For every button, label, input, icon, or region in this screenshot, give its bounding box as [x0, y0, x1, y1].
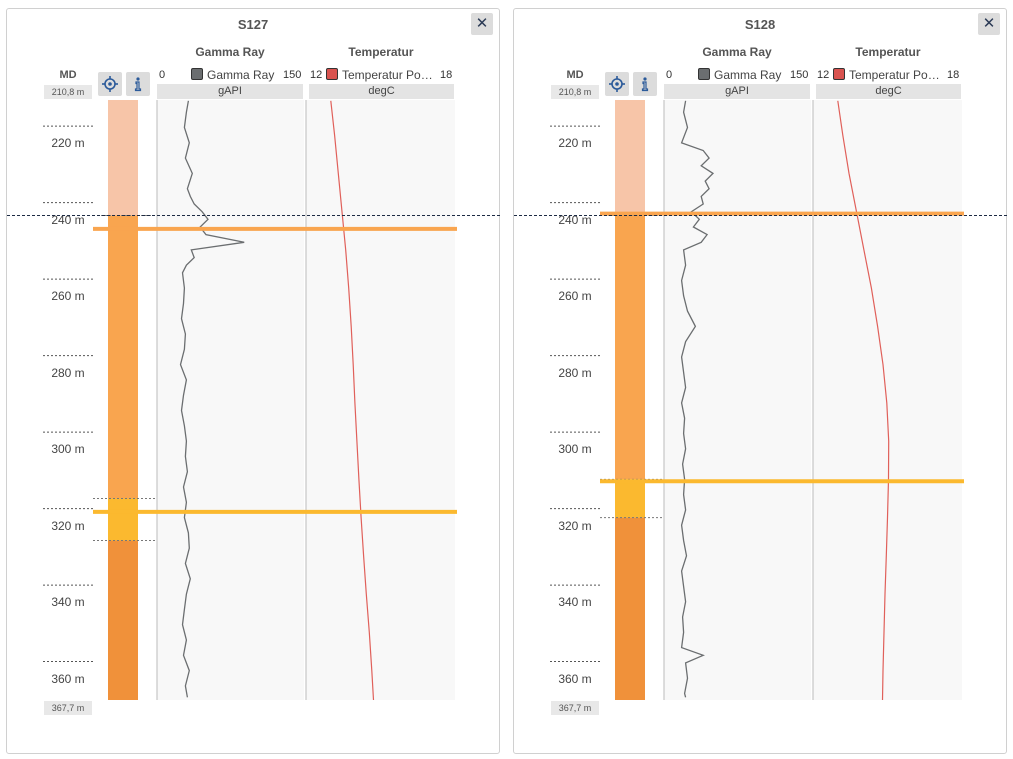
- panel-title: S127: [237, 17, 269, 32]
- gamma-unit: gAPI: [157, 84, 303, 99]
- info-icon: [641, 77, 649, 92]
- gamma-track-title: Gamma Ray: [195, 45, 265, 59]
- gamma-ray-curve: [179, 100, 245, 698]
- depth-tick-label: 320 m: [558, 519, 592, 533]
- temp-max: 18: [947, 69, 960, 81]
- close-button[interactable]: ✕: [471, 13, 493, 35]
- temp-min: 12: [817, 69, 830, 81]
- well-panel-s128: S128 ✕ MD 210,8 m 367,7 m Gamma Ray Temp…: [513, 8, 1008, 755]
- depth-tick-label: 340 m: [51, 595, 85, 609]
- md-bottom-value: 367,7 m: [551, 701, 599, 715]
- depth-tick-label: 300 m: [51, 442, 85, 456]
- info-icon: [134, 77, 142, 92]
- depth-tick-label: 260 m: [51, 289, 85, 303]
- md-bottom-value: 367,7 m: [44, 701, 92, 715]
- gamma-unit: gAPI: [664, 84, 810, 99]
- temp-unit: degC: [816, 84, 961, 99]
- locate-button[interactable]: [98, 72, 122, 96]
- depth-tick-label: 240 m: [51, 213, 85, 227]
- gamma-legend[interactable]: Gamma Ray: [191, 68, 281, 84]
- temp-swatch: [833, 68, 845, 80]
- gamma-max: 150: [790, 69, 809, 81]
- formation-zone: [108, 215, 138, 499]
- info-button[interactable]: [633, 72, 657, 96]
- gamma-min: 0: [159, 69, 166, 81]
- md-header: MD: [59, 69, 77, 81]
- gamma-swatch: [698, 68, 710, 80]
- md-top-value: 210,8 m: [551, 85, 599, 99]
- locate-button[interactable]: [605, 72, 629, 96]
- temp-track-title: Temperatur: [855, 45, 921, 59]
- temp-swatch: [326, 68, 338, 80]
- temperature-curve: [330, 100, 375, 701]
- formation-zone: [108, 540, 138, 700]
- well-log-plot[interactable]: [7, 9, 501, 755]
- depth-tick-label: 360 m: [51, 672, 85, 686]
- well-panel-s127: S127 ✕ MD 210,8 m 367,7 m Gamma Ray Temp…: [6, 8, 501, 755]
- info-button[interactable]: [126, 72, 150, 96]
- formation-zone: [108, 100, 138, 216]
- crosshair-icon: [609, 76, 625, 92]
- panel-title: S128: [744, 17, 776, 32]
- formation-zone: [615, 100, 645, 216]
- well-log-plot[interactable]: [514, 9, 1008, 755]
- formation-zone: [615, 215, 645, 480]
- depth-tick-label: 280 m: [51, 366, 85, 380]
- depth-tick-label: 260 m: [558, 289, 592, 303]
- temp-max: 18: [440, 69, 453, 81]
- temperature-curve: [837, 100, 890, 701]
- crosshair-icon: [102, 76, 118, 92]
- depth-tick-label: 340 m: [558, 595, 592, 609]
- temp-track-bg: [306, 100, 455, 700]
- depth-tick-label: 360 m: [558, 672, 592, 686]
- depth-tick-label: 220 m: [558, 136, 592, 150]
- temp-legend[interactable]: Temperatur Pos...: [326, 68, 436, 84]
- depth-tick-label: 300 m: [558, 442, 592, 456]
- gamma-min: 0: [666, 69, 673, 81]
- temp-track-title: Temperatur: [348, 45, 414, 59]
- gamma-track-bg: [157, 100, 304, 700]
- temp-min: 12: [310, 69, 323, 81]
- gamma-max: 150: [283, 69, 302, 81]
- close-button[interactable]: ✕: [978, 13, 1000, 35]
- depth-tick-label: 240 m: [558, 213, 592, 227]
- formation-zone: [108, 498, 138, 541]
- depth-tick-label: 220 m: [51, 136, 85, 150]
- temp-track-bg: [813, 100, 962, 700]
- md-header: MD: [566, 69, 584, 81]
- depth-tick-label: 320 m: [51, 519, 85, 533]
- temp-legend[interactable]: Temperatur Pos...: [833, 68, 943, 84]
- gamma-swatch: [191, 68, 203, 80]
- depth-tick-label: 280 m: [558, 366, 592, 380]
- md-top-value: 210,8 m: [44, 85, 92, 99]
- gamma-ray-curve: [680, 100, 715, 698]
- gamma-legend[interactable]: Gamma Ray: [698, 68, 788, 84]
- gamma-track-title: Gamma Ray: [702, 45, 772, 59]
- formation-zone: [615, 517, 645, 700]
- temp-unit: degC: [309, 84, 454, 99]
- formation-zone: [615, 479, 645, 518]
- gamma-track-bg: [664, 100, 811, 700]
